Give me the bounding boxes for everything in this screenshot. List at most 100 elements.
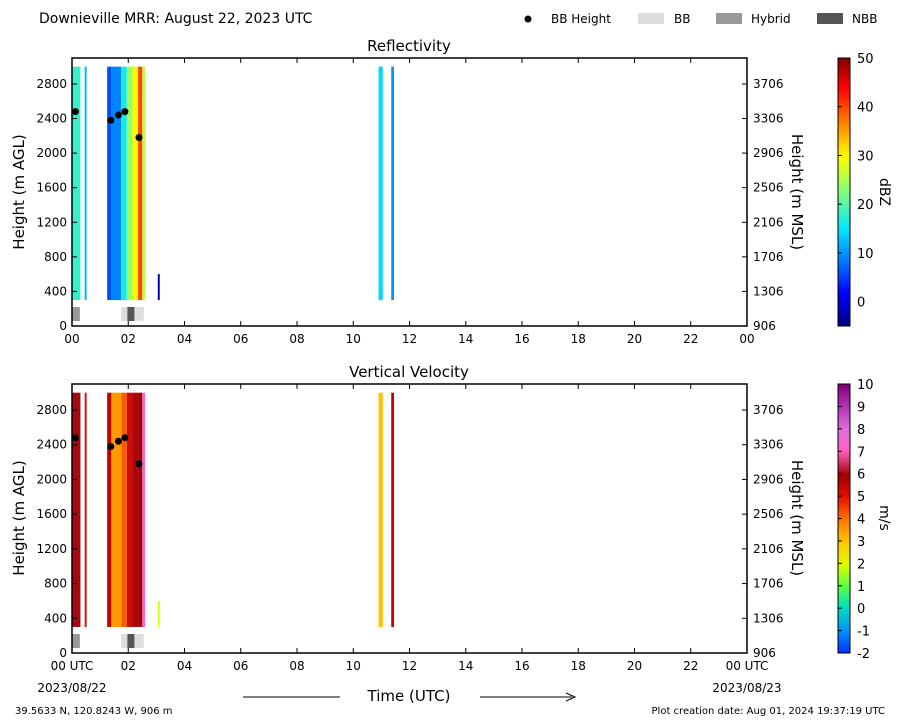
y2-tick-label: 1306 [753,284,784,298]
colorbar-tick-label: 40 [857,101,874,116]
y2-tick-label: 2906 [753,146,784,160]
x-tick-label: 18 [571,332,586,346]
reflectivity-colorbar-ticks: 0 10 20 30 40 50 [838,52,874,311]
y2-tick-label: 2506 [753,507,784,521]
colorbar-tick-label: 1 [857,580,865,595]
creation-date-label: Plot creation date: Aug 01, 2024 19:37:1… [652,706,885,717]
reflectivity-panel: Reflectivity 00 02 04 06 08 10 12 14 16 18 20 22 000… [10,37,892,346]
y-tick-label: 400 [44,284,67,298]
y2-tick-label: 2106 [753,215,784,229]
x-tick-label: 12 [402,332,417,346]
echo-column [126,392,133,627]
x-tick-label: 20 [627,659,642,673]
y-tick-label: 2000 [36,472,67,486]
colorbar-tick-label: 3 [857,535,865,550]
velocity-y2label: Height (m MSL) [788,460,806,576]
x-tick-label: 10 [346,659,361,673]
y-tick-label: 2800 [36,403,67,417]
y-tick-label: 800 [44,250,67,264]
echo-column [132,66,139,301]
figure-legend: BB Height BB Hybrid NBB [524,12,877,26]
y2-tick-label: 906 [753,319,776,333]
echo-column [84,392,87,627]
reflectivity-y2label: Height (m MSL) [788,134,806,250]
velocity-panel: Vertical Velocity 00 UTC 02 04 06 08 10 12 14 16… [10,363,892,673]
colorbar-tick-label: 0 [857,296,865,311]
x-tick-label: 00 UTC [51,659,94,673]
x-axis-label: Time (UTC) [367,687,451,705]
echo-column [142,66,146,301]
y2-tick-label: 3306 [753,438,784,452]
bb-height-point [121,108,129,116]
echo-column [107,392,112,627]
colorbar-tick-label: -2 [857,647,870,662]
legend-nbb-swatch [817,13,843,24]
x-tick-label: 16 [514,659,529,673]
colorbar-tick-label: -1 [857,625,870,640]
legend-bb-height-label: BB Height [551,12,611,26]
legend-nbb-label: NBB [852,12,877,26]
y-tick-label: 0 [59,646,67,660]
colorbar-tick-label: 0 [857,602,865,617]
echo-column [138,392,143,627]
echo-column [84,66,87,301]
x-tick-label: 00 [64,332,79,346]
y-tick-label: 800 [44,577,67,591]
y-tick-label: 2400 [36,438,67,452]
x-tick-label: 12 [402,659,417,673]
x-tick-label: 02 [121,332,136,346]
bb-type-bar [127,307,135,321]
x-tick-label: 22 [683,659,698,673]
echo-column [142,392,146,627]
velocity-plot-frame [71,383,748,654]
y-tick-label: 2800 [36,77,67,91]
x-tick-label: 06 [233,659,248,673]
figure-title: Downieville MRR: August 22, 2023 UTC [39,11,313,27]
echo-column [121,392,127,627]
reflectivity-ylabel: Height (m AGL) [10,134,28,249]
x-tick-label: 04 [177,332,192,346]
colorbar-tick-label: 9 [857,400,865,415]
y-tick-label: 1200 [36,215,67,229]
bb-type-bar [121,307,128,321]
y-tick-label: 400 [44,611,67,625]
legend-hybrid-swatch [716,13,742,24]
bb-type-bar [134,307,144,321]
x-tick-label: 18 [571,659,586,673]
colorbar-tick-label: 30 [857,149,874,164]
echo-column [138,66,143,301]
y2-tick-label: 1706 [753,250,784,264]
x-tick-label: 16 [514,332,529,346]
colorbar-tick-label: 50 [857,52,874,67]
time-arrow-head [565,692,577,702]
y2-tick-label: 3706 [753,77,784,91]
y2-tick-label: 1306 [753,611,784,625]
colorbar-tick-label: 8 [857,423,865,438]
velocity-title: Vertical Velocity [349,363,469,381]
echo-column [391,66,395,301]
bb-height-point [71,108,79,116]
end-date-label: 2023/08/23 [712,681,781,695]
legend-hybrid-label: Hybrid [751,12,791,26]
reflectivity-plot-data [71,66,395,321]
start-date-label: 2023/08/22 [37,681,106,695]
bb-type-bar [134,634,144,648]
x-tick-label: 14 [458,659,473,673]
bb-type-bar [72,307,80,321]
y-tick-label: 1200 [36,542,67,556]
location-label: 39.5633 N, 120.8243 W, 906 m [15,706,173,717]
reflectivity-cbar-label: dBZ [876,178,892,206]
x-tick-label: 14 [458,332,473,346]
y2-tick-label: 2106 [753,542,784,556]
bb-height-point [71,434,79,442]
y-tick-label: 1600 [36,507,67,521]
y2-tick-label: 1706 [753,577,784,591]
bb-height-point [107,116,115,124]
reflectivity-plot-frame [71,57,748,327]
bb-height-point [135,134,143,142]
reflectivity-axes: 00 02 04 06 08 10 12 14 16 18 20 22 0004008001200160… [36,58,784,346]
y2-tick-label: 2906 [753,472,784,486]
echo-column [378,392,383,627]
x-tick-label: 08 [289,659,304,673]
